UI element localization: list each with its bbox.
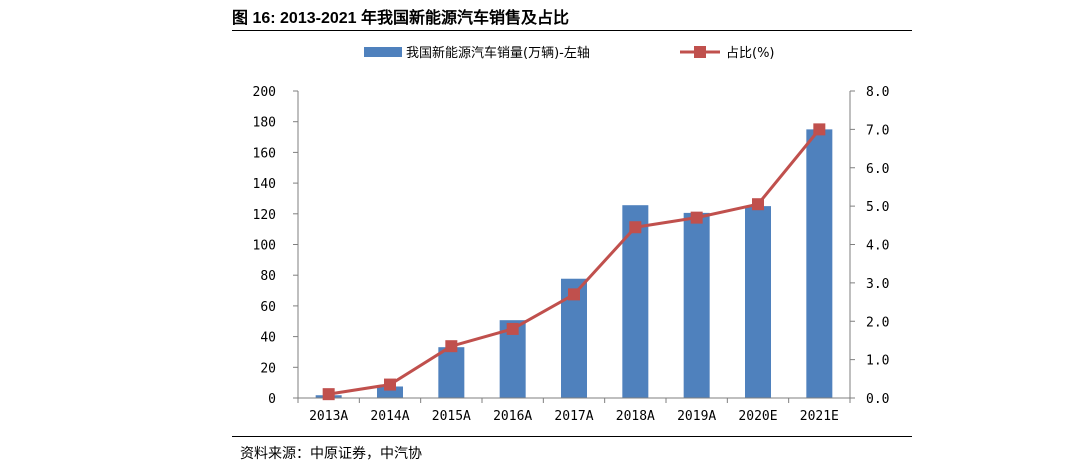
- legend-bar-swatch: [364, 47, 402, 57]
- left-tick-label: 200: [253, 85, 276, 100]
- right-tick-label: 8.0: [866, 85, 889, 100]
- legend: 我国新能源汽车销量(万辆)-左轴 占比(%): [364, 45, 775, 61]
- left-tick-label: 40: [260, 331, 276, 346]
- x-tick-label: 2014A: [370, 409, 409, 424]
- share-point: [384, 378, 396, 391]
- left-tick-label: 160: [253, 146, 276, 161]
- x-tick-label: 2021E: [800, 409, 839, 424]
- left-tick-label: 20: [260, 361, 276, 376]
- bar: [377, 386, 403, 398]
- right-tick-label: 7.0: [866, 123, 889, 138]
- share-point: [568, 288, 580, 301]
- left-tick-label: 0: [268, 392, 276, 407]
- share-point: [813, 123, 826, 136]
- left-tick-label: 100: [253, 239, 276, 254]
- x-tick-label: 2018A: [616, 409, 655, 424]
- bar: [438, 347, 465, 398]
- bar: [806, 129, 833, 398]
- legend-bar-label: 我国新能源汽车销量(万辆)-左轴: [406, 45, 590, 61]
- x-tick-label: 2013A: [309, 409, 348, 424]
- left-tick-label: 180: [253, 116, 276, 131]
- right-tick-label: 1.0: [866, 354, 889, 369]
- share-point: [322, 388, 335, 401]
- right-tick-label: 3.0: [866, 277, 889, 292]
- source-note: 资料来源：中原证券，中汽协: [240, 446, 422, 462]
- share-point: [752, 198, 764, 211]
- bar: [622, 205, 649, 398]
- share-point: [445, 340, 458, 353]
- right-tick-label: 2.0: [866, 315, 889, 330]
- left-tick-label: 120: [253, 208, 276, 223]
- share-point: [506, 322, 519, 335]
- x-tick-label: 2020E: [738, 409, 777, 424]
- right-tick-label: 5.0: [866, 200, 889, 215]
- left-tick-label: 140: [253, 177, 276, 192]
- title-rule: [232, 30, 912, 31]
- bar: [745, 206, 771, 398]
- share-point: [690, 211, 703, 224]
- left-tick-label: 80: [260, 269, 276, 284]
- left-tick-label: 60: [260, 300, 276, 315]
- x-tick-label: 2016A: [493, 409, 532, 424]
- right-tick-label: 4.0: [866, 239, 889, 254]
- right-tick-label: 6.0: [866, 162, 889, 177]
- source-rule: [232, 436, 912, 437]
- share-point: [629, 221, 642, 234]
- bar: [683, 212, 710, 398]
- right-tick-label: 0.0: [866, 392, 889, 407]
- figure-title: 图 16: 2013-2021 年我国新能源汽车销售及占比: [232, 10, 569, 27]
- legend-line-label: 占比(%): [726, 46, 775, 61]
- x-tick-label: 2015A: [432, 409, 471, 424]
- x-tick-label: 2019A: [677, 409, 716, 424]
- x-tick-label: 2017A: [554, 409, 593, 424]
- legend-line-marker: [694, 46, 706, 58]
